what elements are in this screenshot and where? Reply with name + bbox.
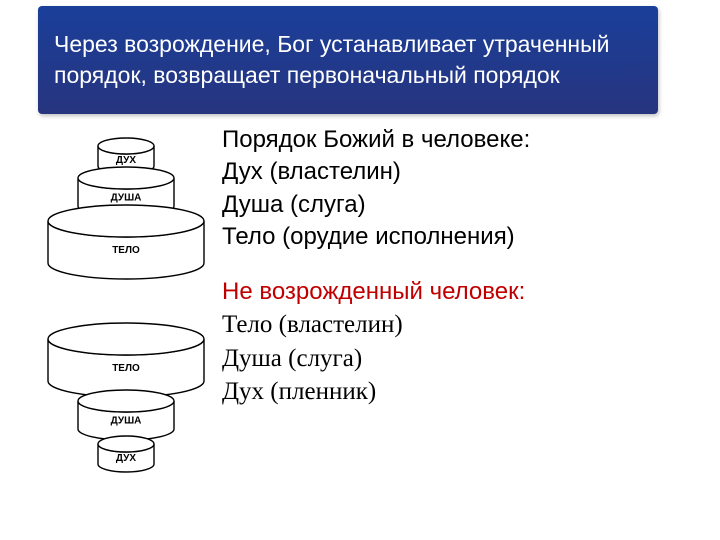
cylinder-label: ТЕЛО <box>112 363 140 374</box>
cylinder-label: ДУША <box>111 192 142 203</box>
cylinder-label: ДУХ <box>116 453 136 464</box>
slide-title: Через возрождение, Бог устанавливает утр… <box>54 29 642 91</box>
text-column: Порядок Божий в человеке: Дух (властелин… <box>222 124 682 409</box>
fallen-line: Тело (властелин) <box>222 308 682 342</box>
godly-heading: Порядок Божий в человеке: <box>222 124 682 156</box>
cylinder-label: ДУХ <box>116 155 136 166</box>
godly-line: Дух (властелин) <box>222 156 682 188</box>
fallen-heading: Не возрожденный человек: <box>222 276 682 308</box>
cylinder-label: ДУША <box>111 415 142 426</box>
fallen-line: Дух (пленник) <box>222 375 682 409</box>
diagram-top: ДУХ ДУША ТЕЛО <box>38 128 214 303</box>
slide-header: Через возрождение, Бог устанавливает утр… <box>38 6 658 114</box>
fallen-line: Душа (слуга) <box>222 342 682 376</box>
diagram-column: ДУХ ДУША ТЕЛО ТЕЛО ДУША ДУХ <box>38 128 214 496</box>
cylinder-label: ТЕЛО <box>112 245 140 256</box>
diagram-bottom: ТЕЛО ДУША ДУХ <box>38 321 214 496</box>
slide-body: ДУХ ДУША ТЕЛО ТЕЛО ДУША ДУХ Порядок Божий в … <box>38 124 682 540</box>
godly-line: Тело (орудие исполнения) <box>222 221 682 253</box>
godly-line: Душа (слуга) <box>222 189 682 221</box>
